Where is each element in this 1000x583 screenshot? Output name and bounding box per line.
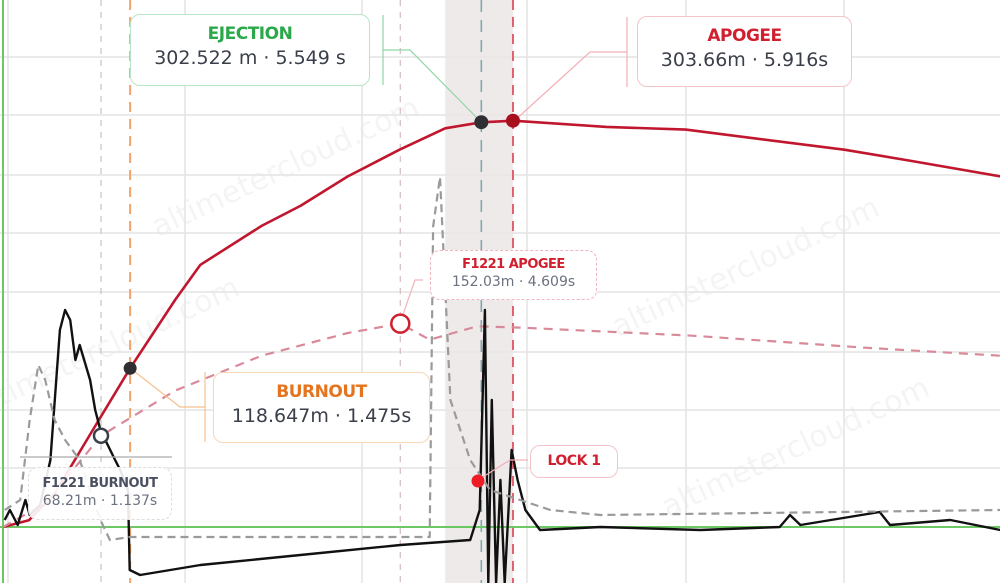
- ejection-title: EJECTION: [207, 24, 293, 44]
- burnout-label: BURNOUT 118.647m · 1.475s: [213, 372, 430, 443]
- acceleration-series: [3, 308, 1000, 583]
- f1221-apogee-title: F1221 APOGEE: [462, 257, 565, 272]
- ejection-value: 302.522 m · 5.549 s: [154, 47, 346, 69]
- apogee-label: APOGEE 303.66m · 5.916s: [637, 16, 852, 87]
- altitude-series: [2, 119, 1000, 529]
- lock-marker: [471, 474, 485, 488]
- f1221-apogee-marker: [390, 313, 411, 334]
- lock-leader: [477, 459, 528, 481]
- f1221-apogee-leader: [399, 279, 423, 324]
- lock-label: LOCK 1: [530, 445, 618, 478]
- f1221-burnout-marker: [92, 427, 110, 444]
- burnout-marker: [123, 361, 137, 375]
- lock-title: LOCK 1: [547, 453, 601, 469]
- f1221-burnout-value: 68.21m · 1.137s: [42, 493, 158, 509]
- f1221-apogee-label: F1221 APOGEE 152.03m · 4.609s: [430, 250, 597, 300]
- comparison-acceleration-series: [4, 175, 1000, 542]
- f1221-apogee-value: 152.03m · 4.609s: [451, 274, 576, 290]
- burnout-leader: [129, 367, 205, 408]
- f1221-burnout-title: F1221 BURNOUT: [42, 476, 158, 491]
- ejection-marker: [474, 115, 489, 130]
- f1221-burnout-label: F1221 BURNOUT 68.21m · 1.137s: [28, 467, 172, 520]
- apogee-marker: [505, 113, 520, 128]
- ejection-label: EJECTION 302.522 m · 5.549 s: [130, 14, 370, 86]
- ejection-leader: [383, 49, 482, 123]
- apogee-leader: [512, 51, 627, 123]
- apogee-title: APOGEE: [707, 26, 782, 46]
- burnout-title: BURNOUT: [276, 382, 367, 402]
- apogee-value: 303.66m · 5.916s: [660, 49, 829, 71]
- burnout-value: 118.647m · 1.475s: [231, 405, 412, 427]
